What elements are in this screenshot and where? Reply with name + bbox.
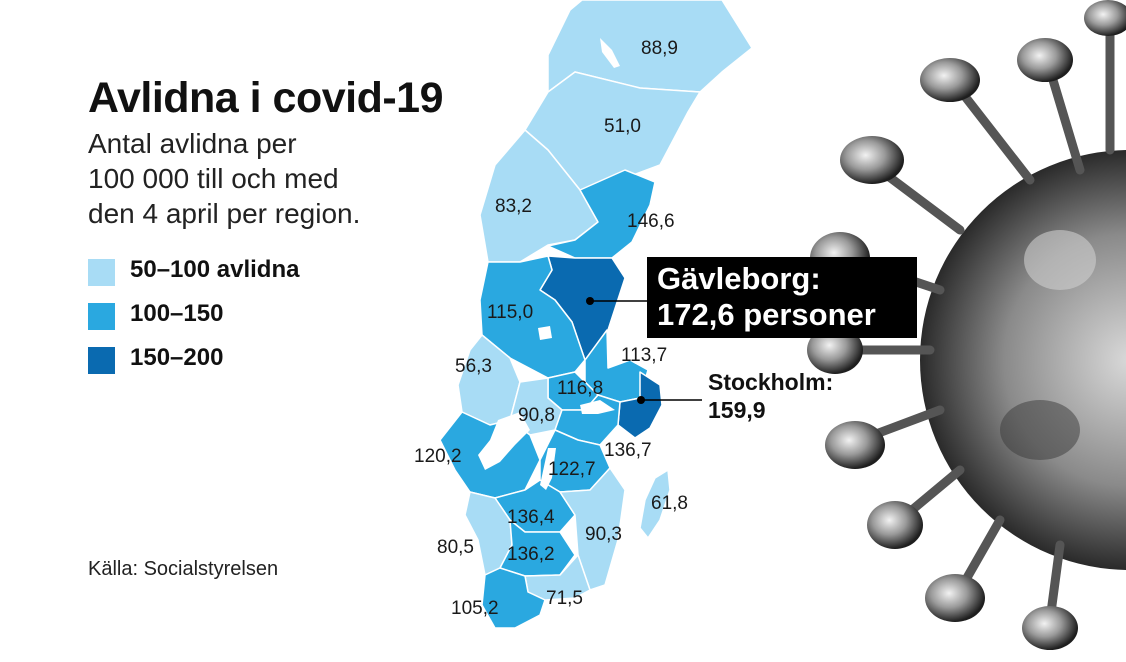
value-jamtland: 83,2 bbox=[495, 196, 532, 217]
value-sodermanland: 136,7 bbox=[604, 440, 652, 461]
lake-north bbox=[600, 38, 620, 68]
regions-group bbox=[439, 0, 753, 629]
lake-siljan bbox=[538, 326, 552, 340]
map-subtitle: Antal avlidna per 100 000 till och med d… bbox=[88, 126, 360, 231]
region-gotland[interactable] bbox=[639, 469, 671, 539]
value-halland: 80,5 bbox=[437, 537, 474, 558]
value-vasterbotten: 51,0 bbox=[604, 116, 641, 137]
legend-swatch bbox=[88, 347, 115, 374]
value-ostergotland: 122,7 bbox=[548, 459, 596, 480]
value-gotland: 61,8 bbox=[651, 493, 688, 514]
stockholm-callout: Stockholm: 159,9 bbox=[708, 368, 833, 424]
legend-label: 150–200 bbox=[130, 344, 224, 371]
stockholm-callout-line1: Stockholm: bbox=[708, 369, 834, 395]
legend-label: 50–100 avlidna bbox=[130, 256, 300, 283]
value-vasternorrland: 146,6 bbox=[627, 211, 675, 232]
value-dalarna: 115,0 bbox=[487, 302, 533, 323]
callout-lines bbox=[590, 300, 702, 401]
virus-illustration bbox=[807, 0, 1126, 650]
subtitle-line: den 4 april per region. bbox=[88, 198, 361, 229]
gavleborg-callout-line2: 172,6 personer bbox=[657, 297, 876, 332]
gavleborg-dot bbox=[586, 297, 594, 305]
map-title: Avlidna i covid-19 bbox=[88, 74, 444, 122]
value-jonkoping: 136,4 bbox=[507, 507, 555, 528]
lakes bbox=[478, 38, 620, 490]
lake-malaren bbox=[580, 400, 615, 414]
value-uppsala: 113,7 bbox=[621, 345, 667, 366]
value-vastra-gotaland: 120,2 bbox=[414, 446, 462, 467]
gavleborg-callout-line1: Gävleborg: bbox=[657, 261, 821, 296]
gavleborg-callout: Gävleborg: 172,6 personer bbox=[647, 257, 917, 338]
legend-swatch bbox=[88, 303, 115, 330]
value-kalmar: 90,3 bbox=[585, 524, 622, 545]
region-value-labels: 88,9 51,0 83,2 146,6 115,0 113,7 56,3 11… bbox=[414, 38, 688, 619]
value-blekinge: 71,5 bbox=[546, 588, 583, 609]
stockholm-callout-line2: 159,9 bbox=[708, 397, 766, 423]
region-stockholm[interactable] bbox=[617, 371, 663, 439]
value-vastmanland: 116,8 bbox=[557, 378, 603, 399]
region-skane[interactable] bbox=[481, 567, 546, 629]
value-varmland: 56,3 bbox=[455, 356, 492, 377]
subtitle-line: 100 000 till och med bbox=[88, 163, 339, 194]
region-kalmar[interactable] bbox=[559, 467, 626, 591]
region-jamtland[interactable] bbox=[479, 129, 599, 263]
value-orebro: 90,8 bbox=[518, 405, 555, 426]
value-skane: 105,2 bbox=[451, 598, 499, 619]
subtitle-line: Antal avlidna per bbox=[88, 128, 297, 159]
lake-vattern bbox=[540, 448, 556, 490]
stockholm-dot bbox=[637, 396, 645, 404]
legend-swatch bbox=[88, 259, 115, 286]
value-kronoberg: 136,2 bbox=[507, 544, 555, 565]
legend-label: 100–150 bbox=[130, 300, 224, 327]
lake-vanern bbox=[478, 412, 530, 470]
source-note: Källa: Socialstyrelsen bbox=[88, 558, 279, 580]
value-norrbotten: 88,9 bbox=[641, 38, 678, 59]
